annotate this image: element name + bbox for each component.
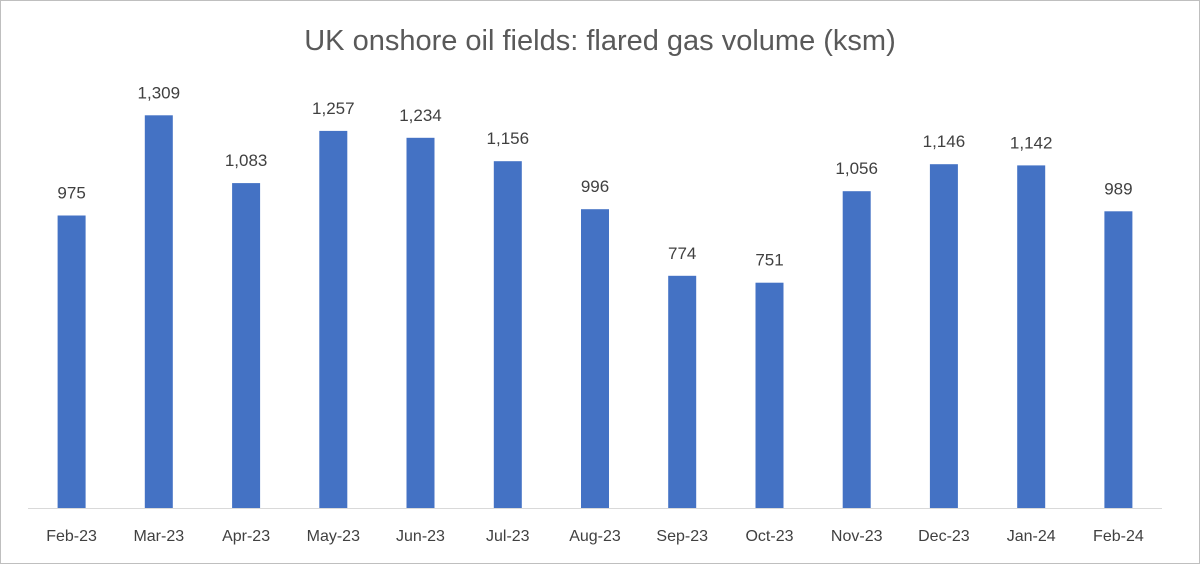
data-label-mar-23: 1,309 — [138, 83, 181, 102]
x-tick-label-jan-24: Jan-24 — [1007, 528, 1056, 545]
bar-nov-23 — [842, 191, 871, 508]
data-label-nov-23: 1,056 — [835, 159, 878, 178]
x-tick-label-aug-23: Aug-23 — [569, 528, 621, 545]
x-tick-label-oct-23: Oct-23 — [745, 528, 793, 545]
bar-apr-23 — [232, 183, 261, 508]
bar-sep-23 — [668, 275, 697, 508]
data-label-apr-23: 1,083 — [225, 151, 268, 170]
x-tick-label-nov-23: Nov-23 — [831, 528, 883, 545]
bars-group — [57, 115, 1133, 509]
x-tick-label-jun-23: Jun-23 — [396, 528, 445, 545]
bar-mar-23 — [144, 115, 173, 509]
data-label-dec-23: 1,146 — [923, 132, 966, 151]
bar-oct-23 — [755, 282, 784, 508]
data-label-oct-23: 751 — [755, 251, 783, 270]
data-label-feb-23: 975 — [57, 184, 85, 203]
x-tick-label-feb-23: Feb-23 — [46, 528, 97, 545]
bar-jul-23 — [493, 161, 522, 508]
x-tick-label-dec-23: Dec-23 — [918, 528, 970, 545]
data-label-feb-24: 989 — [1104, 179, 1132, 198]
bar-jan-24 — [1017, 165, 1046, 508]
x-tick-label-mar-23: Mar-23 — [133, 528, 184, 545]
data-label-sep-23: 774 — [668, 244, 696, 263]
data-label-may-23: 1,257 — [312, 99, 355, 118]
bar-feb-23 — [57, 215, 86, 508]
data-label-jun-23: 1,234 — [399, 106, 442, 125]
chart-title: UK onshore oil fields: flared gas volume… — [304, 25, 896, 57]
x-tick-label-apr-23: Apr-23 — [222, 528, 270, 545]
bar-dec-23 — [929, 164, 958, 508]
data-label-jul-23: 1,156 — [487, 129, 530, 148]
x-tick-label-sep-23: Sep-23 — [656, 528, 708, 545]
x-tick-label-jul-23: Jul-23 — [486, 528, 530, 545]
x-axis-ticks-group: Feb-23 Mar-23 Apr-23 May-23 Jun-23 Jul-23 Aug-… — [46, 528, 1144, 545]
data-labels-group: 975 1,309 1,083 1,257 1,234 1,156 996 774 751 1,0… — [57, 83, 1132, 269]
data-label-aug-23: 996 — [581, 177, 609, 196]
bar-aug-23 — [581, 209, 609, 508]
bar-feb-24 — [1104, 211, 1133, 509]
bar-may-23 — [319, 130, 348, 508]
x-tick-label-may-23: May-23 — [307, 528, 360, 545]
data-label-jan-24: 1,142 — [1010, 133, 1053, 152]
x-tick-label-feb-24: Feb-24 — [1093, 528, 1144, 545]
bar-jun-23 — [406, 137, 435, 509]
